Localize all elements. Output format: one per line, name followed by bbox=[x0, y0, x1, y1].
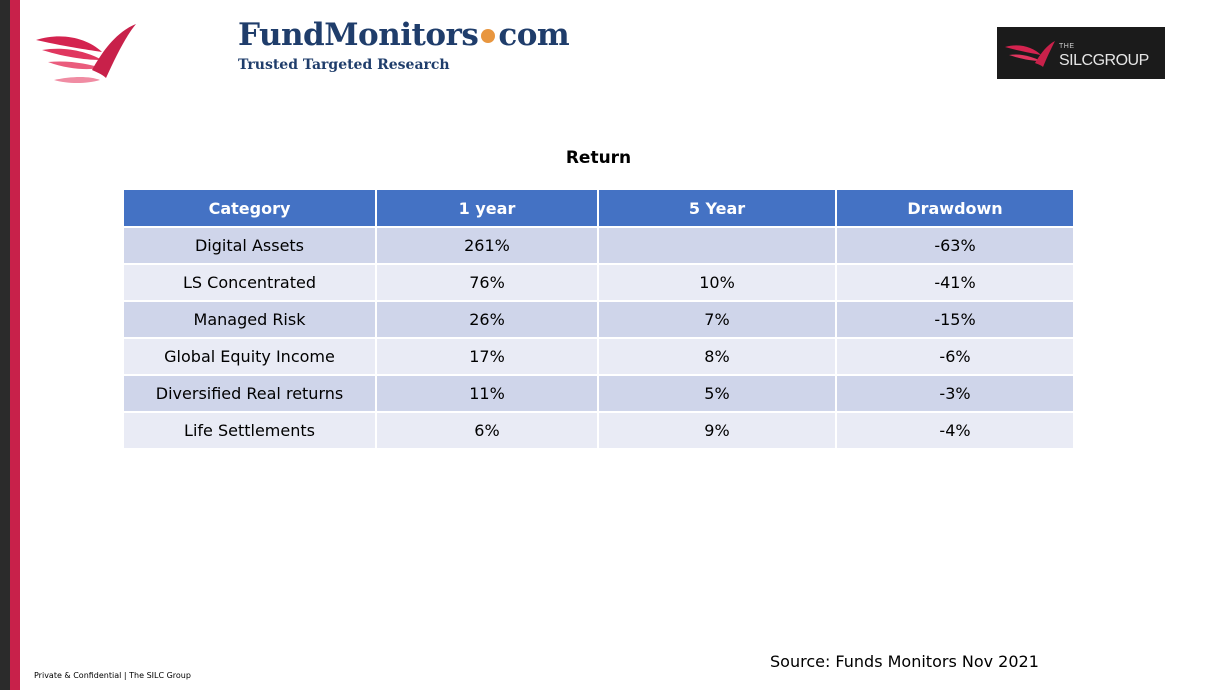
cell-category: Digital Assets bbox=[124, 227, 377, 265]
cell-drawdown: -15% bbox=[836, 301, 1073, 339]
table-row: Diversified Real returns 11% 5% -3% bbox=[124, 375, 1073, 413]
brand-name-right: com bbox=[498, 17, 570, 53]
cell-category: Managed Risk bbox=[124, 301, 377, 339]
cell-drawdown: -63% bbox=[836, 227, 1073, 265]
table-row: Managed Risk 26% 7% -15% bbox=[124, 301, 1073, 339]
table-row: LS Concentrated 76% 10% -41% bbox=[124, 264, 1073, 302]
cell-1-year: 17% bbox=[376, 338, 599, 376]
silc-logo-prefix: THE bbox=[1059, 43, 1075, 50]
table-row: Life Settlements 6% 9% -4% bbox=[124, 412, 1073, 450]
cell-drawdown: -41% bbox=[836, 264, 1073, 302]
fundmonitors-logo: FundMonitors com Trusted Targeted Researc… bbox=[238, 16, 570, 74]
cell-5-year: 8% bbox=[598, 338, 837, 376]
cell-drawdown: -3% bbox=[836, 375, 1073, 413]
column-header-5-year: 5 Year bbox=[598, 190, 837, 228]
cell-5-year: 9% bbox=[598, 412, 837, 450]
source-note: Source: Funds Monitors Nov 2021 bbox=[770, 652, 1039, 671]
confidential-footer: Private & Confidential | The SILC Group bbox=[34, 671, 191, 680]
column-header-category: Category bbox=[124, 190, 377, 228]
column-header-1-year: 1 year bbox=[376, 190, 599, 228]
cell-5-year: 7% bbox=[598, 301, 837, 339]
brand-name-left: FundMonitors bbox=[238, 17, 479, 53]
silc-logo-name: SILCGROUP bbox=[1059, 52, 1149, 69]
silc-group-logo: THE SILCGROUP bbox=[997, 27, 1165, 79]
cell-1-year: 76% bbox=[376, 264, 599, 302]
table-row: Digital Assets 261% -63% bbox=[124, 227, 1073, 265]
silc-mark-icon bbox=[1005, 41, 1055, 67]
returns-table: Category 1 year 5 Year Drawdown Digital … bbox=[124, 190, 1073, 450]
brand-dot-icon bbox=[481, 29, 496, 43]
table-title: Return bbox=[565, 148, 632, 168]
column-header-drawdown: Drawdown bbox=[836, 190, 1073, 228]
left-accent-bar bbox=[10, 0, 20, 690]
cell-1-year: 26% bbox=[376, 301, 599, 339]
left-edge-bar bbox=[0, 0, 10, 690]
cell-category: LS Concentrated bbox=[124, 264, 377, 302]
cell-1-year: 261% bbox=[376, 227, 599, 265]
cell-5-year: 5% bbox=[598, 375, 837, 413]
brand-name: FundMonitors com bbox=[238, 16, 570, 54]
cell-category: Life Settlements bbox=[124, 412, 377, 450]
table-header-row: Category 1 year 5 Year Drawdown bbox=[124, 190, 1073, 228]
table-row: Global Equity Income 17% 8% -6% bbox=[124, 338, 1073, 376]
cell-1-year: 6% bbox=[376, 412, 599, 450]
cell-drawdown: -6% bbox=[836, 338, 1073, 376]
brand-tagline: Trusted Targeted Research bbox=[238, 57, 450, 73]
cell-drawdown: -4% bbox=[836, 412, 1073, 450]
cell-1-year: 11% bbox=[376, 375, 599, 413]
cell-category: Diversified Real returns bbox=[124, 375, 377, 413]
silc-bird-logo-icon bbox=[36, 24, 136, 83]
cell-5-year: 10% bbox=[598, 264, 837, 302]
cell-category: Global Equity Income bbox=[124, 338, 377, 376]
cell-5-year bbox=[598, 227, 837, 265]
